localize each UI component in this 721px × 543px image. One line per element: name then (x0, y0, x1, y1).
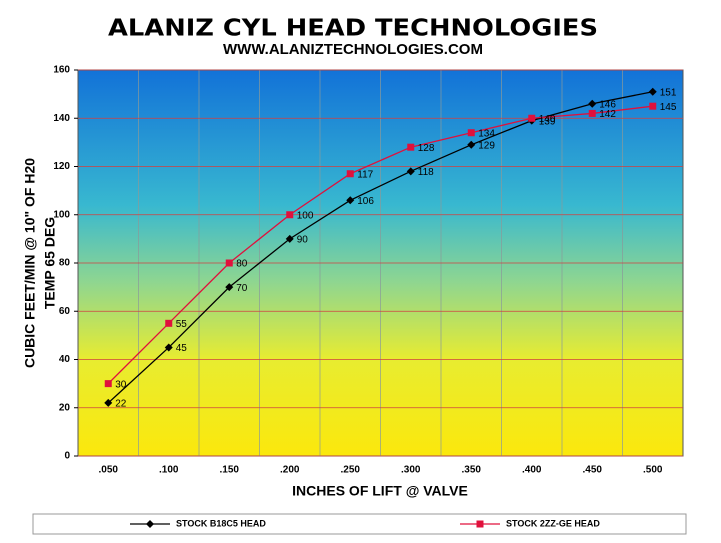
marker (346, 170, 354, 178)
data-label: 100 (297, 210, 314, 221)
data-label: 139 (539, 116, 556, 127)
x-tick-label: .450 (583, 465, 603, 476)
data-label: 151 (660, 87, 677, 98)
x-axis-title: INCHES OF LIFT @ VALVE (292, 483, 468, 499)
marker (146, 520, 154, 528)
legend (32, 513, 687, 535)
marker (467, 140, 476, 149)
marker (165, 319, 173, 327)
data-label: 128 (418, 143, 435, 154)
y-tick-label: 140 (53, 113, 70, 124)
data-label: 134 (478, 128, 495, 139)
data-label: 146 (599, 99, 616, 110)
chart-title: ALANIZ CYL HEAD TECHNOLOGIES (108, 16, 598, 42)
y-tick-label: 160 (53, 65, 70, 76)
y-tick-label: 80 (59, 258, 71, 269)
marker (528, 114, 536, 122)
data-label: 145 (660, 102, 677, 113)
marker (285, 234, 294, 243)
data-label: 80 (236, 259, 248, 270)
x-tick-label: .200 (280, 465, 300, 476)
marker (476, 520, 484, 528)
marker (225, 283, 234, 292)
data-label: 106 (357, 196, 374, 207)
x-tick-label: .050 (99, 465, 119, 476)
y-tick-label: 20 (59, 402, 71, 413)
marker (588, 109, 596, 117)
data-label: 30 (115, 379, 127, 390)
x-tick-label: .250 (341, 465, 361, 476)
chart-subtitle: WWW.ALANIZTECHNOLOGIES.COM (223, 41, 483, 58)
y-tick-label: 100 (53, 209, 70, 220)
data-label: 55 (176, 319, 188, 330)
y-tick-label: 60 (59, 306, 71, 317)
x-tick-label: .100 (159, 465, 179, 476)
x-tick-label: .350 (462, 465, 482, 476)
marker (346, 196, 355, 205)
x-tick-label: .400 (522, 465, 542, 476)
x-tick-label: .150 (220, 465, 240, 476)
data-label: 90 (297, 235, 309, 246)
marker (467, 129, 475, 137)
marker (649, 102, 657, 110)
y-axis-title: TEMP 65 DEG (42, 217, 58, 309)
x-tick-label: .300 (401, 465, 421, 476)
data-label: 129 (478, 140, 495, 151)
x-tick-label: .500 (643, 465, 663, 476)
marker (407, 143, 415, 151)
data-label: 140 (539, 114, 556, 125)
data-label: 22 (115, 399, 127, 410)
data-label: 117 (357, 169, 373, 180)
data-label: 70 (236, 283, 248, 294)
marker (104, 380, 112, 388)
marker (406, 167, 415, 176)
marker (648, 87, 657, 96)
data-label: 142 (599, 109, 616, 120)
legend-label: STOCK B18C5 HEAD (176, 518, 266, 528)
marker (164, 343, 173, 352)
marker (104, 398, 113, 407)
marker (588, 99, 597, 108)
marker (225, 259, 233, 267)
y-tick-label: 40 (59, 354, 71, 365)
data-label: 118 (418, 167, 434, 178)
data-label: 45 (176, 343, 188, 354)
y-tick-label: 0 (64, 451, 70, 462)
legend-label: STOCK 2ZZ-GE HEAD (506, 518, 600, 528)
marker (286, 211, 294, 219)
series-line (107, 91, 653, 404)
y-tick-label: 120 (53, 161, 70, 172)
y-axis-title: CUBIC FEET/MIN @ 10" OF H20 (22, 158, 38, 368)
series-line (107, 105, 653, 385)
